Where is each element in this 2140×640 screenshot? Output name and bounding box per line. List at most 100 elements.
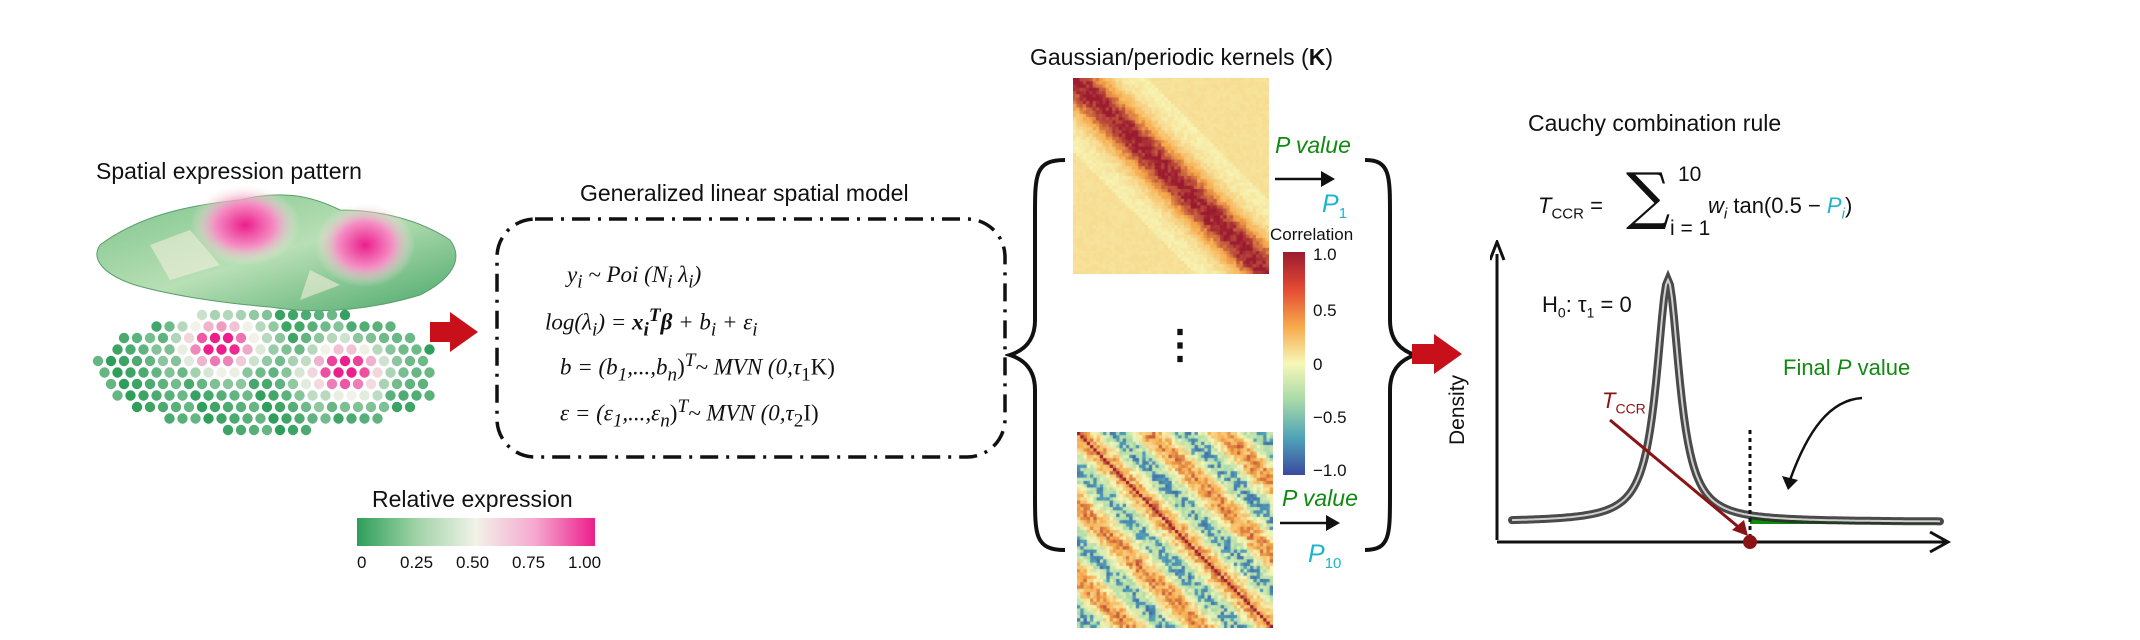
equation-4: ε = (ε1,...,εn)T~ MVN (0,τ2I) [560,396,819,432]
expression-spot [359,321,370,332]
expression-spot [164,390,175,401]
expression-spot [411,344,422,355]
expression-spot [138,367,149,378]
expression-spot [378,355,390,367]
left-brace [1005,158,1066,552]
expression-spot [346,321,357,332]
kernels-title: Gaussian/periodic kernels (K) [1030,44,1333,70]
sum-upper: 10 [1678,163,1702,186]
expression-spot [177,390,188,401]
model-box [495,217,1007,459]
expression-spot [170,355,182,367]
expression-spot [99,367,110,378]
tccr-point [1743,535,1757,549]
correlation-colorbar [1283,252,1305,475]
expression-spot [346,413,357,424]
expression-spot [222,424,234,436]
expression-spot [203,367,214,378]
expression-spot [268,321,279,332]
expression-spot [404,332,416,344]
expression-spot [333,344,344,355]
expression-spot [404,401,416,413]
expression-spot [287,378,299,390]
expression-spot [177,413,188,424]
expression-spot [326,378,338,390]
expr-colorbar [357,518,595,546]
expression-spot [157,332,169,344]
expression-spot [164,413,175,424]
cauchy-density-curve [1508,269,1944,526]
expression-spot [203,321,214,332]
spatial-illustration [92,185,457,436]
spot-grid [92,309,435,436]
expression-spot [320,413,331,424]
expression-spot [255,413,266,424]
expression-spot [229,321,240,332]
expression-spot [177,367,188,378]
expression-spot [151,344,162,355]
expression-spot [313,309,325,321]
model-title: Generalized linear spatial model [580,180,909,206]
expression-spot [190,344,201,355]
expression-spot [242,344,253,355]
final-p-label: Final P value [1783,355,1911,380]
expression-spot [313,401,325,413]
expression-spot [287,309,299,321]
expression-spot [196,378,208,390]
sum-symbol: ∑ [1626,159,1671,232]
expression-spot [118,378,130,390]
expr-tick-0: 0 [357,553,367,572]
expr-tick-4: 1.00 [568,553,602,572]
expression-spot [300,424,312,436]
expression-spot [209,401,221,413]
correlation-title: Correlation [1270,225,1354,244]
expression-spot [365,378,377,390]
expression-spot [261,424,273,436]
expression-spot [359,390,370,401]
expression-spot [307,344,318,355]
expression-spot [170,332,182,344]
expression-spot [398,344,409,355]
equation-1: yi ~ Poi (Ni λi) [567,262,702,293]
expr-tick-3: 0.75 [512,553,546,572]
p10-label: P10 [1308,540,1342,572]
expression-spot [235,309,247,321]
expression-spot [300,355,312,367]
expression-spot [294,344,305,355]
ccr-formula: TCCR = ∑ 10 i = 1 wi tan(0.5 − Pi) [1538,159,1853,240]
expression-spot [307,390,318,401]
expression-spot [170,401,182,413]
expression-spot [125,390,136,401]
expression-spot [339,401,351,413]
expression-spot [378,378,390,390]
expression-spot [281,344,292,355]
expression-spot [248,309,260,321]
expression-spot [144,355,156,367]
expression-spot [385,321,396,332]
expression-spot [216,367,227,378]
expression-spot [307,413,318,424]
expression-spot [151,390,162,401]
expression-spot [378,332,390,344]
expression-spot [125,367,136,378]
flow-arrow-1 [430,312,478,352]
surface-peak-2 [315,203,415,287]
equation-2: log(λi) = xiTβ + bi + εi [545,305,758,341]
expression-spot [391,355,403,367]
expression-spot [359,367,370,378]
expression-spot [196,309,208,321]
expression-spot [287,424,299,436]
expression-spot [138,344,149,355]
expression-spot [346,390,357,401]
expression-spot [294,413,305,424]
expression-spot [105,378,117,390]
expression-spot [261,378,273,390]
expression-spot [274,401,286,413]
expression-spot [365,355,377,367]
expression-spot [300,332,312,344]
expression-spot [216,413,227,424]
expression-spot [92,355,104,367]
expression-spot [333,321,344,332]
expression-spot [352,401,364,413]
expression-spot [333,390,344,401]
